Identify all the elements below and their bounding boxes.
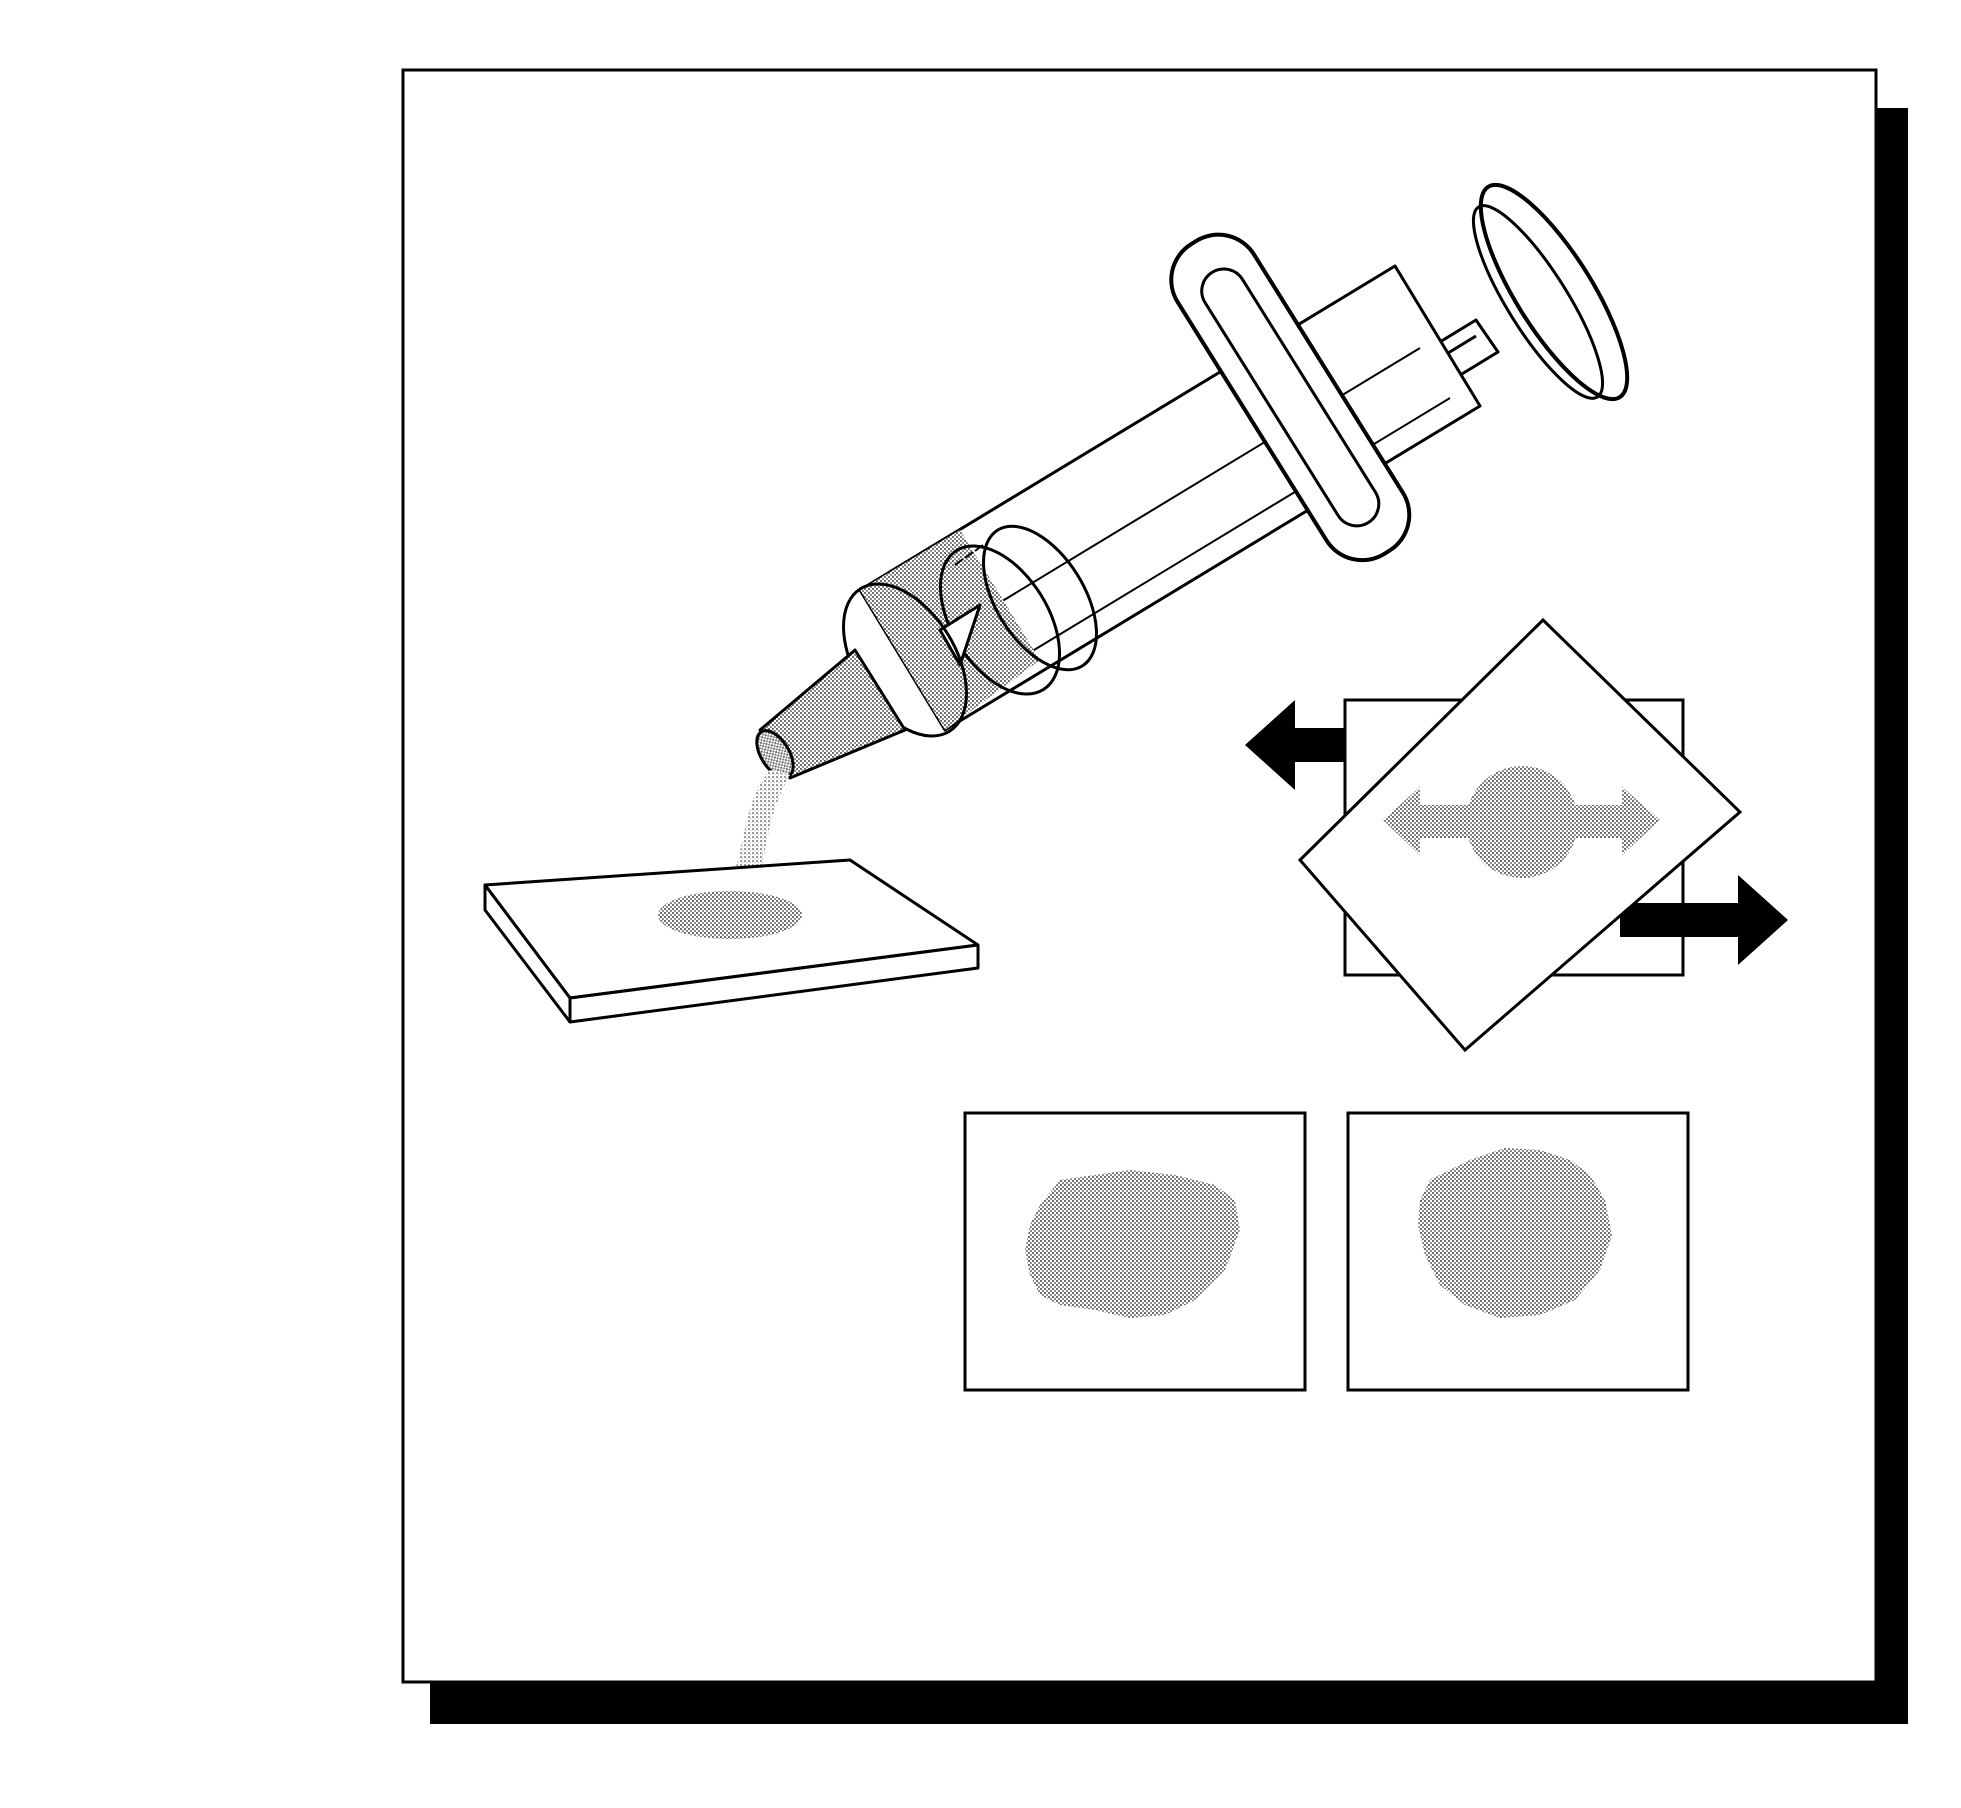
right-arrow-icon bbox=[1620, 875, 1788, 965]
smear-result-icon bbox=[1346, 1111, 1690, 1392]
spread-arrows-icon bbox=[1383, 766, 1660, 878]
syringe-finger-flange bbox=[1169, 232, 1412, 563]
smear-step bbox=[1245, 617, 1788, 1053]
result-smear-left bbox=[1025, 1170, 1240, 1318]
glass-slide-icon bbox=[483, 858, 980, 1024]
result-smear-right bbox=[1418, 1148, 1612, 1318]
smear-result-icon bbox=[963, 1111, 1307, 1392]
smear-results bbox=[963, 1111, 1690, 1392]
syringe-thumb-press bbox=[1478, 182, 1630, 402]
spread-blood bbox=[1466, 766, 1578, 878]
syringe-icon bbox=[755, 182, 1630, 780]
left-arrow-icon bbox=[1245, 700, 1345, 790]
blood-drop bbox=[658, 891, 802, 939]
